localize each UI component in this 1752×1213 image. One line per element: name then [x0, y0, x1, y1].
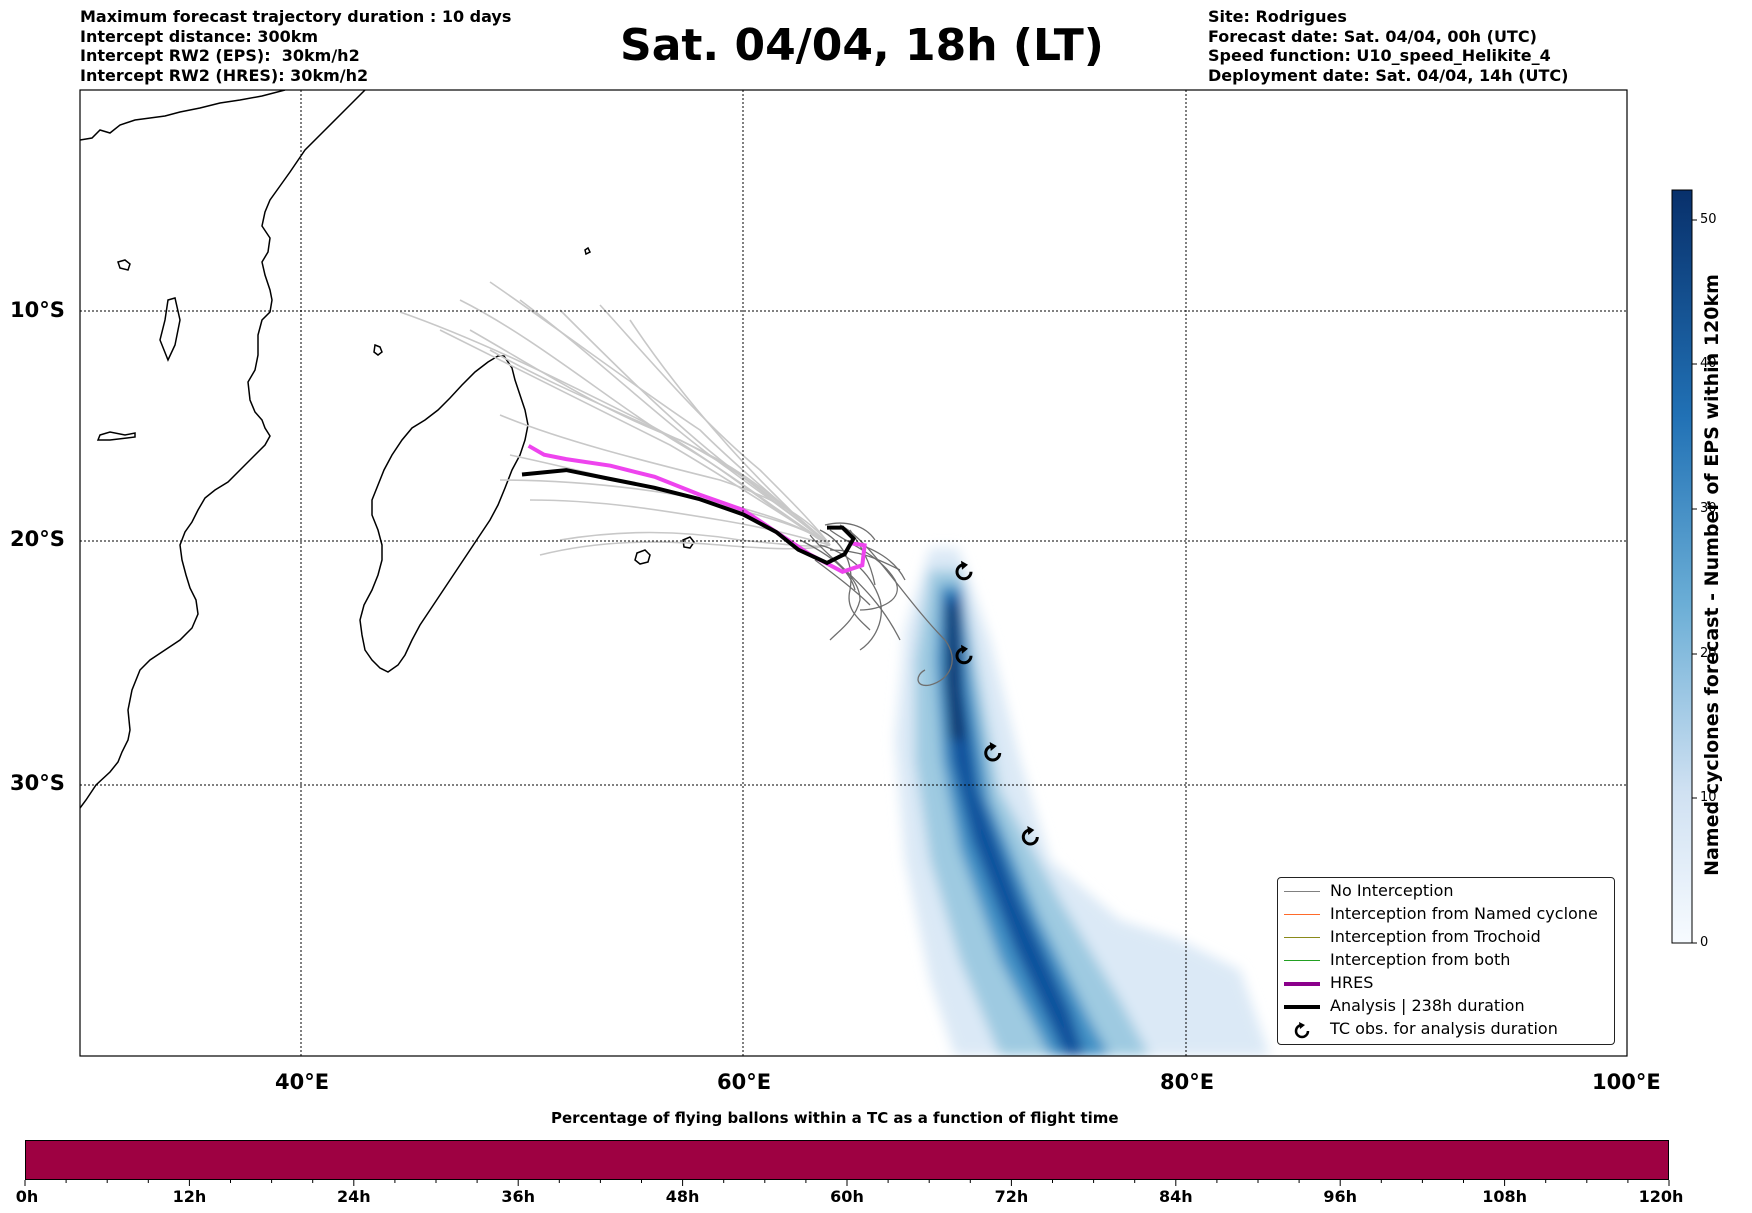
map-frame: [79, 89, 1628, 1057]
legend-item-named-cyclone: Interception from Named cyclone: [1278, 904, 1614, 926]
legend-label-no-interception: No Interception: [1330, 881, 1454, 900]
lon-label-40e: 40°E: [275, 1070, 330, 1094]
island-left-2: [159, 297, 181, 362]
flight-time-label: 84h: [1158, 1187, 1193, 1206]
flight-time-label: 12h: [172, 1187, 207, 1206]
seychelles-1: [584, 246, 592, 256]
tc-observation-marker: [984, 742, 1002, 762]
legend-label-hres: HRES: [1330, 973, 1374, 992]
lat-label-10s: 10°S: [10, 298, 65, 322]
flight-time-bar: [25, 1140, 1669, 1180]
tc-observation-marker: [955, 644, 973, 665]
colorbar-ticks: [1692, 219, 1697, 944]
eps-density-field: [895, 548, 1270, 1056]
flight-time-title: Percentage of flying ballons within a TC…: [551, 1109, 1119, 1127]
island-left-1: [117, 259, 131, 271]
colorbar-tick-10: 10: [1700, 790, 1717, 805]
legend-line-both: [1284, 960, 1320, 961]
coastlines: [80, 90, 695, 809]
legend-label-trochoid: Interception from Trochoid: [1330, 927, 1541, 946]
header-line-rw2-hres: Intercept RW2 (HRES): 30km/h2: [80, 65, 369, 85]
hres-track: [527, 444, 867, 574]
flight-time-label: 108h: [1482, 1187, 1527, 1206]
flight-time-label: 36h: [501, 1187, 536, 1206]
gridlines: [80, 90, 1627, 1056]
header-line-max-duration: Maximum forecast trajectory duration : 1…: [80, 7, 512, 26]
tc-observation-marker: [955, 560, 973, 581]
legend-item-both: Interception from both: [1278, 950, 1614, 972]
lon-label-80e: 80°E: [1160, 1070, 1215, 1094]
colorbar-tick-40: 40: [1700, 356, 1717, 371]
header-line-intercept-distance: Intercept distance: 300km: [80, 26, 319, 46]
lon-label-100e: 100°E: [1592, 1070, 1661, 1094]
eps-trajectories-light: [399, 281, 831, 556]
flight-time-label: 60h: [830, 1187, 864, 1206]
island-left-3: [96, 431, 136, 441]
legend-item-hres: HRES: [1278, 973, 1614, 995]
header-line-site: Site: Rodrigues: [1208, 7, 1347, 26]
africa-coast: [80, 90, 366, 809]
flight-time-label: 120h: [1638, 1187, 1684, 1206]
cyclone-symbol-icon: [1294, 1022, 1310, 1039]
legend-label-analysis: Analysis | 238h duration: [1330, 996, 1525, 1015]
lat-label-20s: 20°S: [10, 527, 65, 551]
density-band-core: [945, 595, 1085, 1056]
lon-label-60e: 60°E: [717, 1070, 772, 1094]
legend-line-trochoid: [1284, 937, 1320, 938]
legend-line-hres: [1284, 982, 1320, 986]
flight-time-label: 48h: [665, 1187, 700, 1206]
colorbar-tick-50: 50: [1700, 212, 1717, 227]
legend-item-trochoid: Interception from Trochoid: [1278, 927, 1614, 949]
flight-time-ticks: [24, 1180, 1670, 1186]
tc-observation-marker: [1021, 825, 1039, 846]
comoros: [373, 343, 383, 356]
analysis-track: [521, 468, 856, 566]
legend-label-both: Interception from both: [1330, 950, 1511, 969]
madagascar-coast: [359, 355, 529, 673]
header-line-deployment-date: Deployment date: Sat. 04/04, 14h (UTC): [1208, 65, 1569, 85]
legend-label-named-cyclone: Interception from Named cyclone: [1330, 904, 1598, 923]
legend-item-analysis: Analysis | 238h duration: [1278, 996, 1614, 1018]
map-area: [80, 90, 1270, 1056]
legend-item-no-interception: No Interception: [1278, 881, 1614, 903]
colorbar-tick-0: 0: [1700, 935, 1709, 950]
colorbar-gradient: [1671, 189, 1693, 944]
legend-line-named-cyclone: [1284, 914, 1320, 915]
legend-label-tc-obs: TC obs. for analysis duration: [1330, 1019, 1558, 1038]
header-left-info: Maximum forecast trajectory duration : 1…: [80, 7, 511, 85]
colorbar-title: Named cyclones forecast - Number of EPS …: [1701, 274, 1723, 876]
tc-observation-markers: [955, 560, 1039, 846]
flight-time-label: 24h: [336, 1187, 371, 1206]
flight-time-label: 0h: [15, 1187, 39, 1206]
lat-label-30s: 30°S: [10, 771, 65, 795]
density-band-peak: [946, 605, 965, 740]
island-small-2: [682, 536, 695, 549]
flight-time-label: 72h: [994, 1187, 1029, 1206]
header-line-rw2-eps: Intercept RW2 (EPS): 30km/h2: [80, 46, 360, 65]
legend-line-no-interception: [1284, 891, 1320, 892]
colorbar-tick-20: 20: [1700, 646, 1717, 661]
legend-line-analysis: [1284, 1005, 1320, 1009]
flight-time-label: 96h: [1323, 1187, 1358, 1206]
legend-item-tc-obs: TC obs. for analysis duration: [1278, 1019, 1614, 1041]
colorbar-tick-30: 30: [1700, 501, 1717, 516]
main-title: Sat. 04/04, 18h (LT): [620, 20, 1104, 71]
header-line-forecast-date: Forecast date: Sat. 04/04, 00h (UTC): [1208, 26, 1537, 46]
header-right-info: Site: Rodrigues Forecast date: Sat. 04/0…: [1208, 7, 1568, 85]
eps-trajectories-dark: [799, 522, 953, 687]
header-line-speed-function: Speed function: U10_speed_Helikite_4: [1208, 46, 1551, 65]
legend: No Interception Interception from Named …: [1277, 877, 1615, 1045]
density-band-mid: [915, 570, 1150, 1056]
island-small-1: [634, 549, 651, 565]
